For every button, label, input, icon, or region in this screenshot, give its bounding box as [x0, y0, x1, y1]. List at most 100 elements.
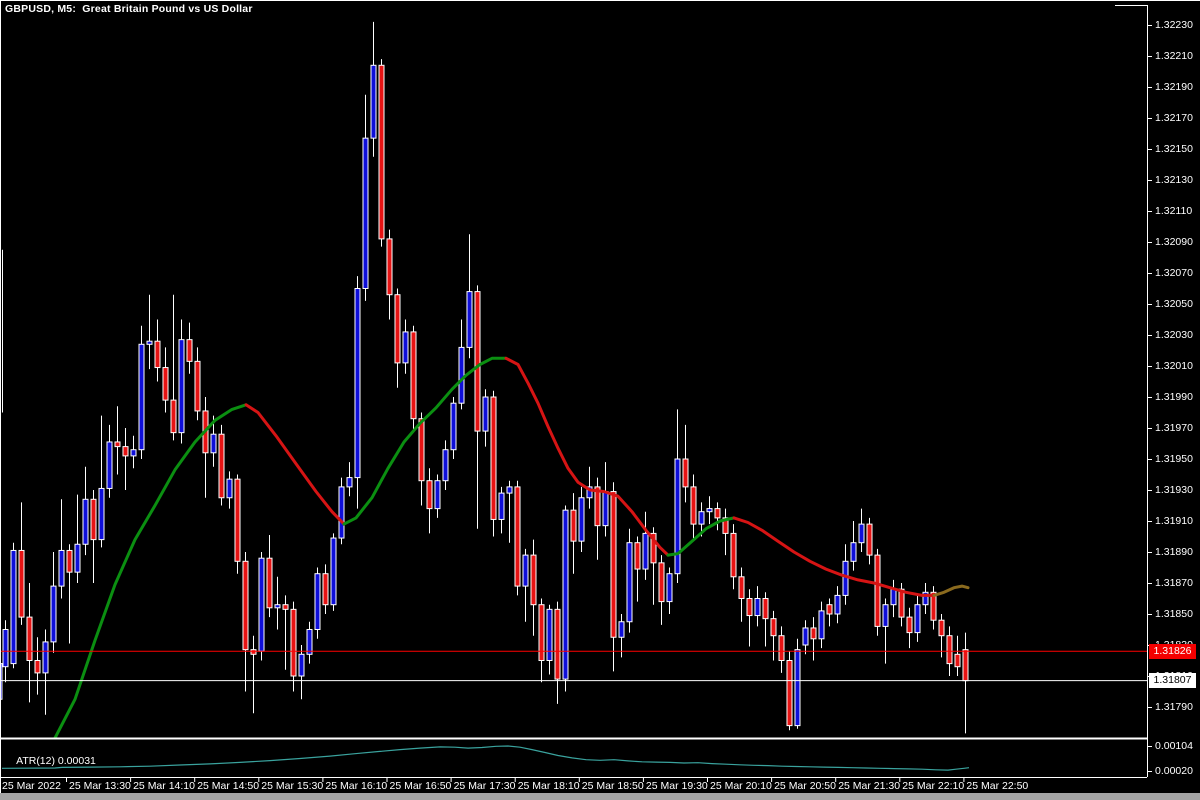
candle-bear [234, 478, 241, 562]
price-label: 1.32010 [1155, 360, 1193, 372]
candle-bull [10, 549, 17, 665]
candle-bull [330, 537, 337, 606]
candle-bull [522, 554, 529, 587]
candle-bull [642, 532, 649, 570]
candle-bear [490, 396, 497, 520]
atr-line [1, 745, 970, 771]
price-label: 1.32170 [1155, 112, 1193, 124]
time-label: 25 Mar 13:30 [69, 780, 131, 792]
candle-bear [386, 238, 393, 296]
candle-bear [690, 486, 697, 525]
candle-bear [770, 618, 777, 637]
indicator-name: ATR(12) [16, 755, 55, 767]
candle-bull [754, 598, 761, 617]
time-label: 25 Mar 17:30 [453, 780, 516, 792]
price-label: 1.32070 [1155, 267, 1193, 279]
price-label: 1.32110 [1155, 205, 1193, 217]
candle-bear [714, 508, 721, 519]
candle-bull [178, 339, 185, 434]
candle-bull [546, 608, 553, 661]
candle-bear [474, 291, 481, 432]
time-label: 25 Mar 20:50 [774, 780, 836, 792]
candle-bull [2, 629, 9, 668]
candle-bear [154, 340, 161, 369]
candle-bull [618, 621, 625, 638]
candle-bear [810, 627, 817, 640]
price-label: 1.32210 [1155, 50, 1193, 62]
main-chart-pane[interactable] [0, 0, 1147, 738]
candle-bear [426, 480, 433, 510]
candle-bull [58, 549, 65, 587]
indicator-scale-label: 0.00104 [1155, 740, 1193, 752]
candle-bull [666, 573, 673, 603]
candle-bear [930, 591, 937, 621]
pane-separator [0, 737, 1147, 740]
indicator-pane[interactable] [0, 740, 1147, 777]
candle-bear [554, 608, 561, 680]
price-marker-red-line: 1.31826 [1149, 643, 1196, 659]
candle-bull [794, 649, 801, 727]
candle-bull [498, 492, 505, 520]
candle-bull [42, 641, 49, 674]
candle-bull [586, 486, 593, 499]
candle-bear [874, 554, 881, 627]
time-label: 25 Mar 18:50 [581, 780, 644, 792]
ma-line-up [666, 516, 736, 557]
candle-bull [706, 508, 713, 513]
candle-bear [378, 64, 385, 240]
ma-line-flat [932, 584, 970, 597]
candle-bull [562, 509, 569, 680]
candle-bear [538, 604, 545, 662]
window-bottom-strip [0, 793, 1200, 800]
candle-bear [722, 517, 729, 534]
candle-bear [866, 523, 873, 556]
candle-bear [322, 573, 329, 606]
time-label: 25 Mar 16:50 [389, 780, 452, 792]
indicator-scale-label: 0.00020 [1155, 765, 1193, 777]
price-label: 1.32190 [1155, 81, 1193, 93]
candle-bear [594, 486, 601, 527]
candle-bear [290, 608, 297, 677]
price-label: 1.31990 [1155, 391, 1193, 403]
candle-bear [170, 399, 177, 434]
candle-bull [306, 629, 313, 655]
candle-bear [514, 486, 521, 587]
candle-bull [314, 573, 321, 631]
candle-bull [362, 137, 369, 289]
candle-bull [674, 458, 681, 575]
candle-bear [778, 635, 785, 662]
candle-bull [850, 542, 857, 562]
price-label: 1.31910 [1155, 515, 1193, 527]
price-label: 1.31930 [1155, 484, 1193, 496]
candle-bull [858, 523, 865, 544]
candle-bull [482, 396, 489, 432]
candle-bear [898, 588, 905, 618]
price-label: 1.31790 [1155, 701, 1193, 713]
candle-bull [370, 64, 377, 139]
candle-bear [266, 557, 273, 609]
candle-bear [90, 498, 97, 541]
candle-bull [802, 627, 809, 646]
candle-bull [130, 449, 137, 457]
candle-bear [26, 616, 33, 661]
price-marker-bid: 1.31807 [1149, 673, 1196, 689]
price-label: 1.32230 [1155, 19, 1193, 31]
candle-bull [50, 585, 57, 643]
candle-bull [402, 331, 409, 364]
ma-line-up [53, 403, 248, 740]
candle-bear [410, 331, 417, 420]
candle-bull [466, 291, 473, 348]
candle-bull [506, 486, 513, 494]
candle-bear [186, 339, 193, 362]
time-label: 25 Mar 18:10 [517, 780, 580, 792]
candle-bull [98, 487, 105, 541]
candle-bull [450, 402, 457, 451]
candle-bear [730, 532, 737, 578]
candle-bull [578, 497, 585, 542]
candle-bull [834, 594, 841, 615]
ma-line-up [342, 356, 508, 526]
price-label: 1.32090 [1155, 236, 1193, 248]
candle-bear [738, 576, 745, 599]
